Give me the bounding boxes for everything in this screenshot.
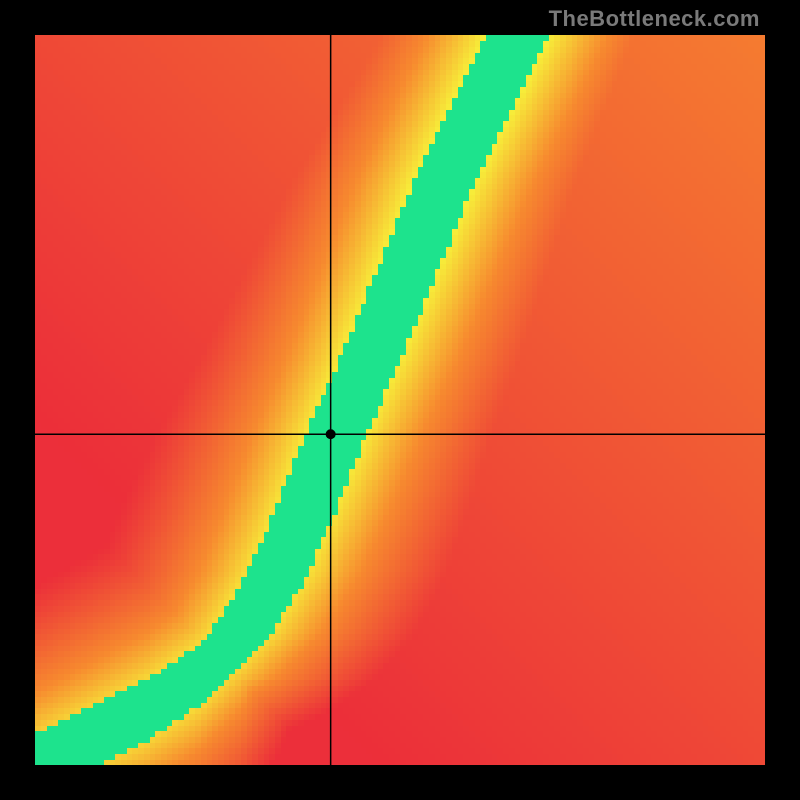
watermark-text: TheBottleneck.com: [549, 6, 760, 32]
crosshair-overlay: [0, 0, 800, 800]
chart-container: { "meta": { "source_watermark": "TheBott…: [0, 0, 800, 800]
